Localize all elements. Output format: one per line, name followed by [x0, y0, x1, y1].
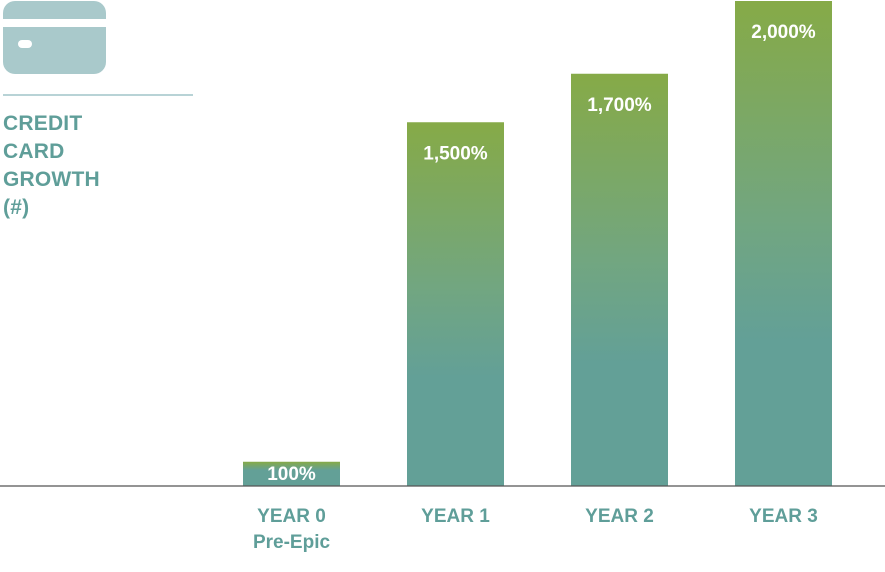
chart-title: CREDIT CARD GROWTH (#) [3, 110, 163, 222]
chart-title-line: (#) [3, 196, 30, 219]
x-tick-sublabel: Pre-Epic [253, 532, 331, 553]
x-tick-label: YEAR 3 [749, 506, 818, 527]
data-label: 1,700% [587, 95, 652, 116]
x-tick-label: YEAR 1 [421, 506, 490, 527]
x-tick-label: YEAR 2 [585, 506, 654, 527]
bar-year-1 [407, 122, 504, 486]
data-label: 1,500% [423, 143, 488, 164]
data-label: 2,000% [751, 22, 816, 43]
x-tick-label: YEAR 0 [257, 506, 326, 527]
bar-year-2 [571, 73, 668, 486]
data-label: 100% [267, 464, 316, 485]
chart-title-line: CARD [3, 140, 65, 163]
bar-year-3 [735, 1, 832, 486]
title-divider [3, 94, 193, 96]
chart-title-line: CREDIT [3, 112, 83, 135]
bar-year-0 [243, 461, 340, 486]
chart-title-line: GROWTH [3, 168, 100, 191]
credit-card-icon [3, 1, 106, 74]
